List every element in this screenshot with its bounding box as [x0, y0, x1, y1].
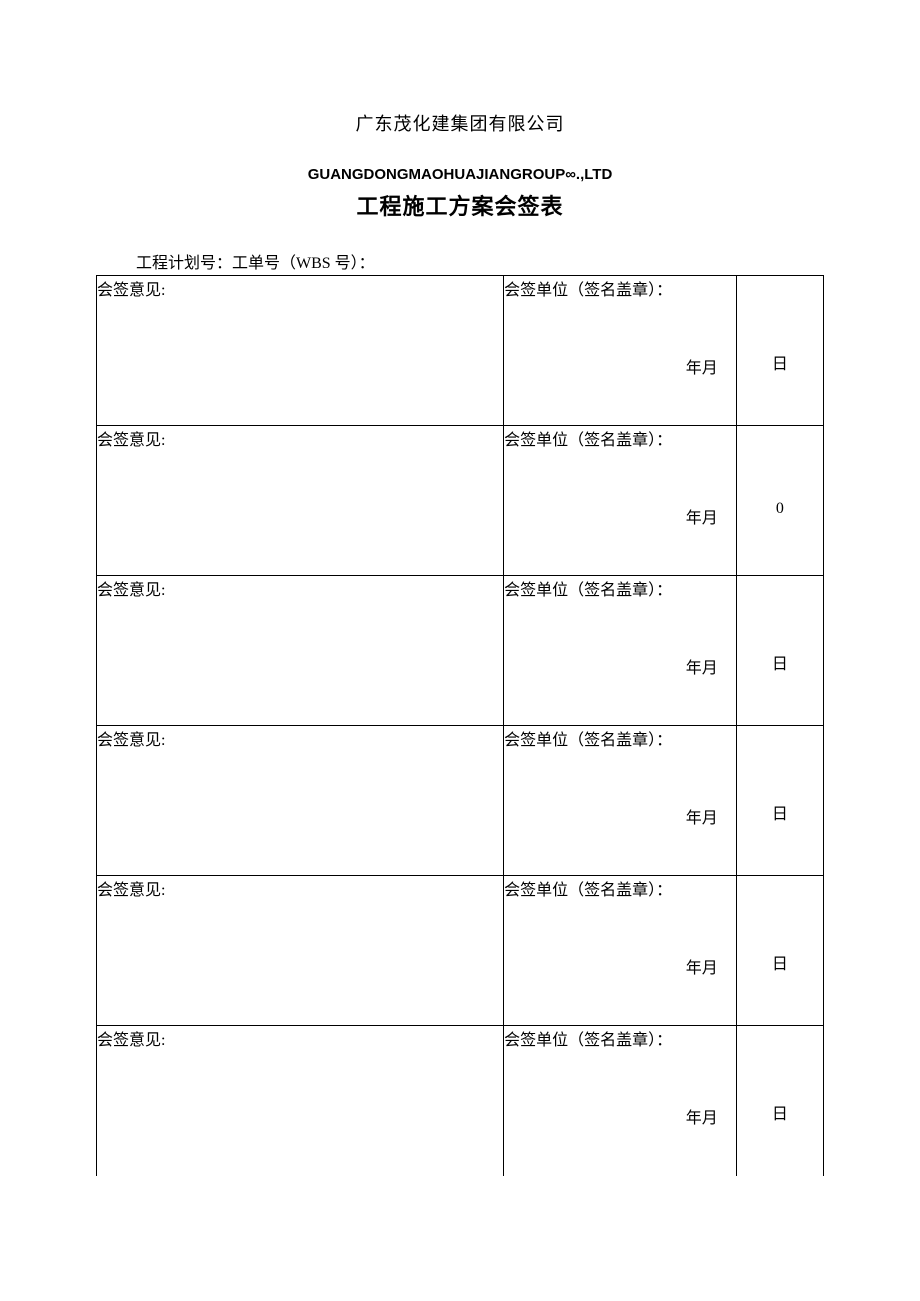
unit-cell: 会签单位（签名盖章）： 年月 [504, 876, 737, 1026]
unit-cell: 会签单位（签名盖章）： 年月 [504, 726, 737, 876]
opinion-label: 会签意见: [97, 432, 165, 449]
year-month-label: 年月 [686, 654, 718, 678]
day-cell: 0 [736, 426, 823, 576]
day-label: 日 [772, 350, 788, 374]
day-label: 日 [772, 800, 788, 824]
table-row: 会签意见: 会签单位（签名盖章）： 年月 0 [97, 426, 824, 576]
unit-cell: 会签单位（签名盖章）： 年月 [504, 576, 737, 726]
table-row: 会签意见: 会签单位（签名盖章）： 年月 日 [97, 1026, 824, 1176]
company-name-en: GUANGDONGMAOHUAJIANGROUP∞.,LTD [96, 166, 824, 183]
year-month-label: 年月 [686, 504, 718, 528]
day-label: 日 [772, 650, 788, 674]
day-cell: 日 [736, 276, 823, 426]
table-row: 会签意见: 会签单位（签名盖章）： 年月 日 [97, 726, 824, 876]
unit-cell: 会签单位（签名盖章）： 年月 [504, 1026, 737, 1176]
opinion-label: 会签意见: [97, 732, 165, 749]
table-row: 会签意见: 会签单位（签名盖章）： 年月 日 [97, 876, 824, 1026]
year-month-label: 年月 [686, 354, 718, 378]
day-cell: 日 [736, 726, 823, 876]
signoff-table-body: 会签意见: 会签单位（签名盖章）： 年月 日 会签意见: 会签单位（签名盖章）：… [97, 276, 824, 1176]
day-cell: 日 [736, 576, 823, 726]
table-row: 会签意见: 会签单位（签名盖章）： 年月 日 [97, 276, 824, 426]
opinion-label: 会签意见: [97, 582, 165, 599]
signoff-table: 会签意见: 会签单位（签名盖章）： 年月 日 会签意见: 会签单位（签名盖章）：… [96, 275, 824, 1176]
company-name-cn: 广东茂化建集团有限公司 [96, 110, 824, 136]
opinion-cell: 会签意见: [97, 726, 504, 876]
unit-cell: 会签单位（签名盖章）： 年月 [504, 426, 737, 576]
opinion-cell: 会签意见: [97, 1026, 504, 1176]
year-month-label: 年月 [686, 804, 718, 828]
day-label: 日 [772, 950, 788, 974]
form-title: 工程施工方案会签表 [96, 189, 824, 221]
day-label: 日 [772, 1100, 788, 1124]
unit-label: 会签单位（签名盖章）： [504, 876, 736, 900]
day-label: 0 [776, 500, 784, 518]
unit-cell: 会签单位（签名盖章）： 年月 [504, 276, 737, 426]
page-container: 广东茂化建集团有限公司 GUANGDONGMAOHUAJIANGROUP∞.,L… [0, 0, 920, 1236]
opinion-cell: 会签意见: [97, 876, 504, 1026]
opinion-label: 会签意见: [97, 1032, 165, 1049]
plan-number-label: 工程计划号：工单号（WBS 号）： [136, 249, 824, 273]
unit-label: 会签单位（签名盖章）： [504, 426, 736, 450]
unit-label: 会签单位（签名盖章）： [504, 1026, 736, 1050]
opinion-cell: 会签意见: [97, 426, 504, 576]
unit-label: 会签单位（签名盖章）： [504, 276, 736, 300]
day-cell: 日 [736, 1026, 823, 1176]
unit-label: 会签单位（签名盖章）： [504, 726, 736, 750]
unit-label: 会签单位（签名盖章）： [504, 576, 736, 600]
opinion-cell: 会签意见: [97, 276, 504, 426]
opinion-cell: 会签意见: [97, 576, 504, 726]
day-cell: 日 [736, 876, 823, 1026]
table-row: 会签意见: 会签单位（签名盖章）： 年月 日 [97, 576, 824, 726]
opinion-label: 会签意见: [97, 882, 165, 899]
year-month-label: 年月 [686, 954, 718, 978]
opinion-label: 会签意见: [97, 282, 165, 299]
year-month-label: 年月 [686, 1104, 718, 1128]
header-block: 广东茂化建集团有限公司 GUANGDONGMAOHUAJIANGROUP∞.,L… [96, 110, 824, 221]
